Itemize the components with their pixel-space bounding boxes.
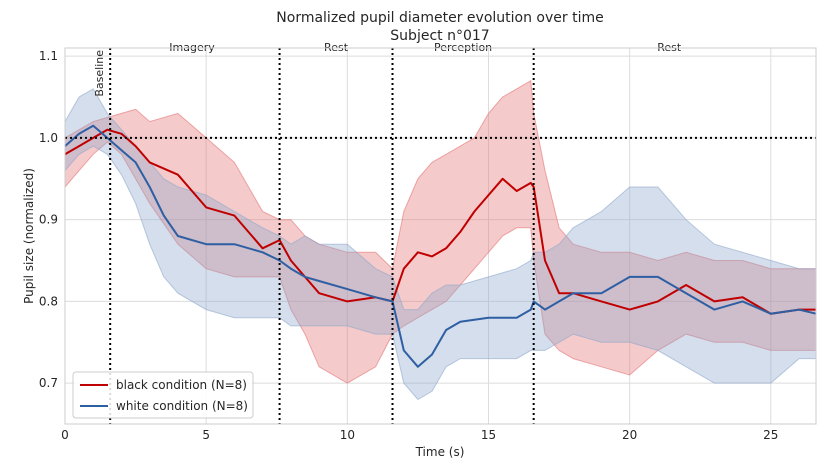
series-line xyxy=(64,128,816,315)
series-lines xyxy=(64,124,817,368)
y-tick-label: 1.0 xyxy=(39,131,58,145)
x-axis-label: Time (s) xyxy=(415,445,465,459)
y-tick-label: 0.9 xyxy=(39,213,58,227)
plot-frame xyxy=(64,47,817,425)
chart-subtitle: Subject n°017 xyxy=(390,28,489,44)
legend-entry: white condition (N=8) xyxy=(116,399,248,413)
series-line xyxy=(64,124,817,368)
y-tick-label: 1.1 xyxy=(39,49,58,63)
y-tick-label: 0.7 xyxy=(39,376,58,390)
y-tick-label: 0.8 xyxy=(39,294,58,308)
x-tick-label: 25 xyxy=(763,428,778,442)
y-axis-label: Pupil size (normalized) xyxy=(22,168,36,304)
chart-title: Normalized pupil diameter evolution over… xyxy=(276,10,603,26)
x-tick-label: 15 xyxy=(481,428,496,442)
reference-lines xyxy=(65,48,816,424)
phase-label: Baseline xyxy=(93,50,106,97)
legend: black condition (N=8) white condition (N=… xyxy=(72,371,254,419)
x-tick-label: 5 xyxy=(202,428,210,442)
x-tick-label: 0 xyxy=(61,428,69,442)
legend-box xyxy=(72,371,254,419)
x-tick-label: 10 xyxy=(340,428,355,442)
x-tick-label: 20 xyxy=(622,428,637,442)
legend-entry: black condition (N=8) xyxy=(116,378,247,392)
tick-labels: 0 5 10 15 20 25 0.7 0.8 0.9 1.0 1.1 xyxy=(39,49,779,442)
